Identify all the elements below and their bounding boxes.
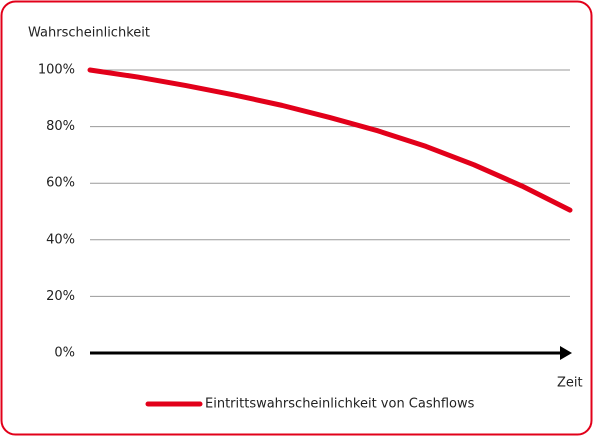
y-axis-label: Wahrscheinlichkeit	[28, 26, 150, 41]
series-line	[87, 67, 573, 213]
legend-label: Eintrittswahrscheinlichkeit von Cashflow…	[205, 397, 475, 412]
x-axis-label: Zeit	[557, 376, 583, 391]
y-tick-label: 20%	[46, 289, 75, 304]
x-axis-arrow	[560, 346, 572, 360]
y-tick-label: 100%	[38, 63, 75, 78]
y-tick-label: 80%	[46, 119, 75, 134]
y-tick-label: 60%	[46, 176, 75, 191]
y-tick-label: 0%	[54, 346, 75, 361]
y-tick-label: 40%	[46, 232, 75, 247]
